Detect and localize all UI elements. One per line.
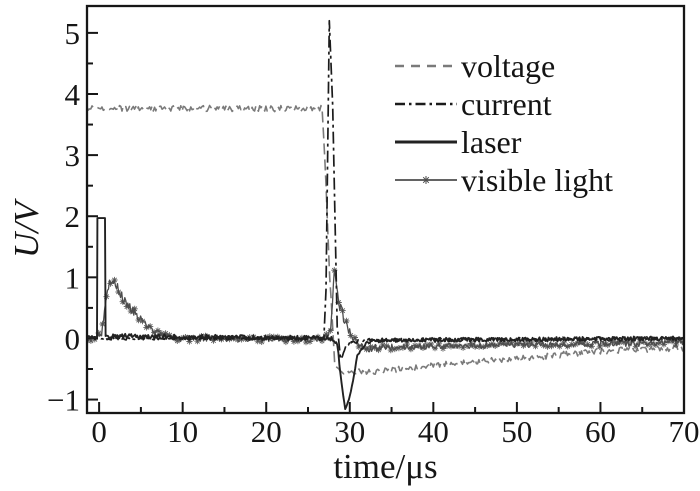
dashed-line-icon xyxy=(395,64,457,68)
y-tick-label: 5 xyxy=(65,16,81,51)
x-tick-label: 10 xyxy=(167,414,198,449)
legend-item-current: current xyxy=(394,85,613,123)
x-tick-label: 60 xyxy=(585,414,616,449)
star-line-icon xyxy=(395,176,457,184)
trace xyxy=(88,217,683,411)
y-tick-label: 4 xyxy=(65,77,81,112)
legend-label: voltage xyxy=(461,48,556,84)
series-voltage xyxy=(88,104,683,375)
y-tick-label: 2 xyxy=(65,199,81,234)
legend-item-voltage: voltage xyxy=(394,47,613,85)
star-marker-icon xyxy=(422,176,430,184)
x-tick-label: 40 xyxy=(418,414,449,449)
x-tick-label: 20 xyxy=(251,414,282,449)
legend-label: current xyxy=(461,86,552,122)
x-axis-title: time/μs xyxy=(333,447,438,486)
trace xyxy=(88,104,683,375)
x-tick-label: 70 xyxy=(669,414,700,449)
tick-labels: 0 10 20 30 40 50 60 70 −1 0 1 2 3 4 5 xyxy=(47,16,699,449)
y-tick-label: 3 xyxy=(65,138,81,173)
plot-frame xyxy=(85,4,686,415)
legend-label: laser xyxy=(461,124,522,160)
y-tick-label: 0 xyxy=(65,321,81,356)
legend-item-laser: laser xyxy=(394,123,613,161)
x-tick-label: 0 xyxy=(91,414,107,449)
series-laser xyxy=(88,217,683,411)
legend-item-visible-light: visible light xyxy=(394,161,613,199)
legend-label: visible light xyxy=(461,162,613,198)
y-axis-title: U/V xyxy=(7,201,46,259)
dashdot-line-icon xyxy=(395,102,457,106)
legend: voltage current laser visible light xyxy=(394,47,613,199)
x-tick-label: 50 xyxy=(501,414,532,449)
y-tick-label: 1 xyxy=(65,260,81,295)
y-tick-label: −1 xyxy=(47,383,80,418)
solid-line-icon xyxy=(395,140,457,144)
x-tick-label: 30 xyxy=(334,414,365,449)
